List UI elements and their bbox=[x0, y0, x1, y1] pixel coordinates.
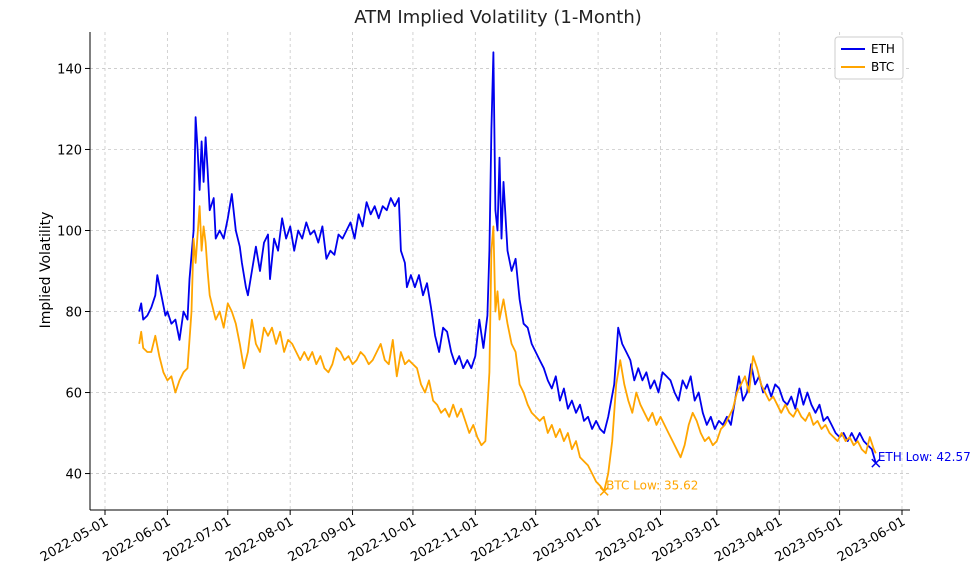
annotations: BTC Low: 35.62 ETH Low: 42.57 bbox=[599, 450, 971, 496]
plot-lines bbox=[138, 51, 877, 493]
axes bbox=[89, 32, 910, 511]
y-tick-label: 100 bbox=[57, 224, 82, 239]
low-annotation-btc: BTC Low: 35.62 bbox=[606, 478, 698, 492]
y-axis-label: Implied Volatility bbox=[38, 212, 54, 329]
low-annotation-eth: ETH Low: 42.57 bbox=[878, 450, 971, 464]
chart-title: ATM Implied Volatility (1-Month) bbox=[354, 7, 642, 28]
y-tick-label: 80 bbox=[65, 306, 82, 321]
legend-label-eth: ETH bbox=[871, 42, 895, 56]
legend: ETH BTC bbox=[834, 36, 904, 80]
low-marker-eth bbox=[871, 458, 881, 468]
legend-box bbox=[834, 36, 904, 80]
y-tick-label: 60 bbox=[65, 387, 82, 402]
low-marker-btc bbox=[599, 486, 609, 496]
y-tick-label: 40 bbox=[65, 468, 82, 483]
series-line-btc bbox=[138, 205, 877, 493]
legend-label-btc: BTC bbox=[871, 60, 894, 74]
grid bbox=[90, 32, 910, 510]
series-line-eth bbox=[138, 51, 877, 464]
y-tick-label: 120 bbox=[57, 143, 82, 158]
y-axis-ticks: 40 60 80 100 120 140 bbox=[57, 62, 90, 483]
y-tick-label: 140 bbox=[57, 62, 82, 77]
